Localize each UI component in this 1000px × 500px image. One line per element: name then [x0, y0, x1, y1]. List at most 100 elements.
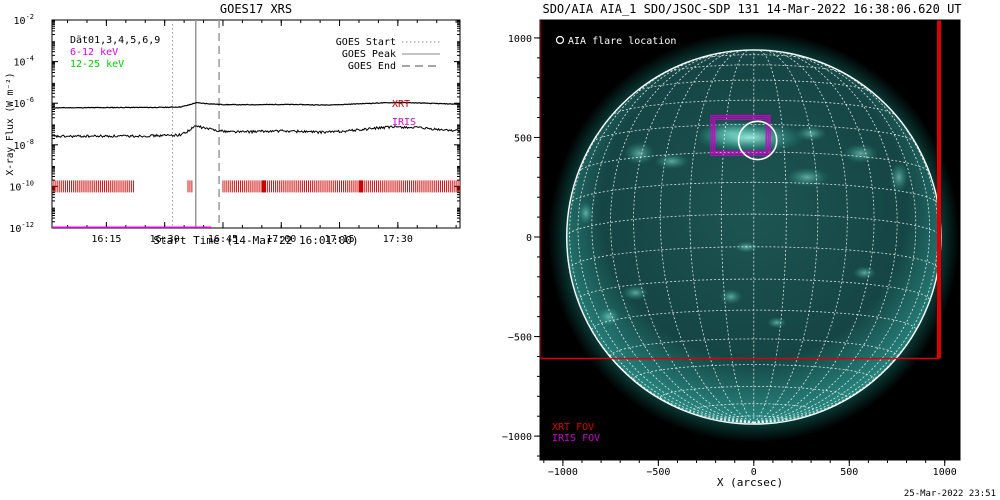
- goes-x-axis: 16:15 16:30 16:45 17:00 17:15 17:30: [67, 20, 457, 245]
- goes-xlabel: Start Time (14-Mar-22 16:01:00): [153, 234, 358, 247]
- goes-ytick-base: 10: [14, 16, 26, 27]
- goes-event-lines: [171, 20, 220, 228]
- goes-xtick-label: 16:45: [208, 234, 238, 245]
- active-region-glow: [719, 289, 743, 305]
- active-region-glow: [578, 201, 594, 225]
- goes-ytick-base: 10: [9, 182, 21, 193]
- latitude-line: [592, 124, 916, 143]
- aia-ytick-label: 0: [526, 233, 532, 244]
- generation-timestamp: 25-Mar-2022 23:51: [904, 489, 996, 499]
- flaring-active-region: [695, 121, 805, 154]
- xrt-coverage-block: [261, 180, 266, 193]
- longitude-line: [753, 51, 898, 424]
- active-region-glow: [767, 316, 787, 329]
- active-region-glow: [786, 167, 829, 187]
- goes-ytick-label: 10-4: [14, 55, 34, 69]
- flare-legend-icon: [555, 35, 565, 45]
- band-low-label: 6-12 keV: [70, 47, 118, 58]
- aia-x-axis: −1000 −500 0 500 1000: [543, 460, 957, 478]
- latitude-line: [659, 386, 848, 398]
- longitude-line: [753, 50, 848, 424]
- latitude-line: [662, 64, 845, 74]
- aia-ytick-label: 1000: [508, 34, 532, 45]
- latitude-line: [569, 246, 939, 270]
- goes-ytick-exponent: -2: [26, 13, 34, 21]
- longitude-line: [633, 50, 754, 424]
- longitude-line: [569, 84, 754, 424]
- goes-xtick-label: 17:00: [266, 234, 296, 245]
- active-regions: [578, 120, 909, 329]
- goes-xtick-label: 17:15: [324, 234, 354, 245]
- latitude-line: [611, 99, 897, 117]
- aia-xtick-label: −500: [646, 467, 670, 478]
- xrt-fov-label: XRT FOV: [552, 422, 594, 433]
- aia-xlabel: X (arcsec): [717, 476, 783, 489]
- goes-legend-label: GOES Start: [336, 37, 396, 48]
- band-high-label: 12-25 keV: [70, 59, 124, 70]
- longitude-line: [753, 49, 819, 424]
- goes-ytick-exponent: -6: [26, 96, 34, 104]
- goes-title: GOES17 XRS: [220, 2, 292, 16]
- flare-location-circle: [737, 120, 778, 161]
- latitude-line: [566, 213, 942, 238]
- longitude-line: [689, 49, 754, 424]
- goes-ytick-exponent: -4: [26, 55, 34, 63]
- aia-xtick-label: −1000: [548, 467, 578, 478]
- goes-ytick-label: 10-2: [14, 13, 34, 27]
- longitude-line: [753, 59, 931, 424]
- longitude-line: [753, 49, 787, 424]
- goes-legend-label: GOES End: [348, 61, 396, 72]
- aia-ytick-label: 500: [514, 133, 532, 144]
- goes-ytick-label: 10-8: [14, 138, 34, 152]
- goes-ytick-base: 10: [14, 99, 26, 110]
- longitude-line: [610, 51, 754, 424]
- goes-ylabel: X-ray Flux (W m⁻²): [5, 73, 16, 176]
- iris-fov-box: [710, 114, 771, 156]
- aia-title: SDO/AIA AIA_1 SDO/JSOC-SDP 131 14-Mar-20…: [542, 2, 961, 16]
- latitude-line: [577, 278, 930, 301]
- goes-ytick-label: 10-10: [9, 179, 34, 193]
- iris-fov-label: IRIS FOV: [552, 433, 600, 444]
- latitude-line: [569, 181, 939, 205]
- goes-ytick-label: 10-6: [14, 96, 34, 110]
- goes-ytick-base: 10: [9, 224, 21, 235]
- longitude-line: [591, 53, 754, 424]
- goes-ytick-base: 10: [14, 58, 26, 69]
- xrt-label: XRT: [392, 99, 410, 110]
- aia-xtick-label: 0: [751, 467, 757, 478]
- aia-panel: SDO/AIA AIA_1 SDO/JSOC-SDP 131 14-Mar-20…: [502, 2, 962, 489]
- goes-ytick-base: 10: [14, 141, 26, 152]
- goes-short-channel-line: [52, 124, 460, 139]
- aia-plot-frame: [539, 19, 961, 461]
- latitude-line: [578, 151, 930, 173]
- goes-legend-label: GOES Peak: [342, 49, 396, 60]
- goes-ytick-label: 10-12: [9, 221, 34, 235]
- active-region-glow: [624, 141, 655, 165]
- goes-xtick-label: 16:30: [150, 234, 180, 245]
- goes-ytick-exponent: -12: [21, 221, 34, 229]
- longitude-line: [720, 49, 755, 424]
- aia-y-axis: 1000 500 0 −500 −1000: [502, 34, 540, 457]
- data-quality-label: Dät01,3,4,5,6,9: [70, 35, 160, 46]
- active-region-glow: [654, 153, 689, 169]
- latitude-line: [635, 79, 873, 93]
- aia-ytick-label: −500: [508, 333, 532, 344]
- active-region-glow: [843, 143, 878, 163]
- active-region-glow: [889, 162, 909, 193]
- fov-overlays: [539, 19, 961, 461]
- goes-xtick-label: 17:30: [383, 234, 413, 245]
- longitude-line: [659, 50, 754, 424]
- active-region-glow: [853, 266, 877, 280]
- iris-fov-box: [714, 118, 767, 153]
- instrument-coverage: [52, 180, 460, 228]
- aia-xtick-label: 500: [840, 467, 858, 478]
- flare-legend-text: AIA flare location: [568, 36, 676, 47]
- goes-plot-frame: [51, 19, 461, 229]
- goes-xtick-label: 16:15: [91, 234, 121, 245]
- longitude-line: [753, 50, 875, 424]
- iris-fov-box: [712, 116, 769, 154]
- aia-xtick-label: 1000: [933, 467, 957, 478]
